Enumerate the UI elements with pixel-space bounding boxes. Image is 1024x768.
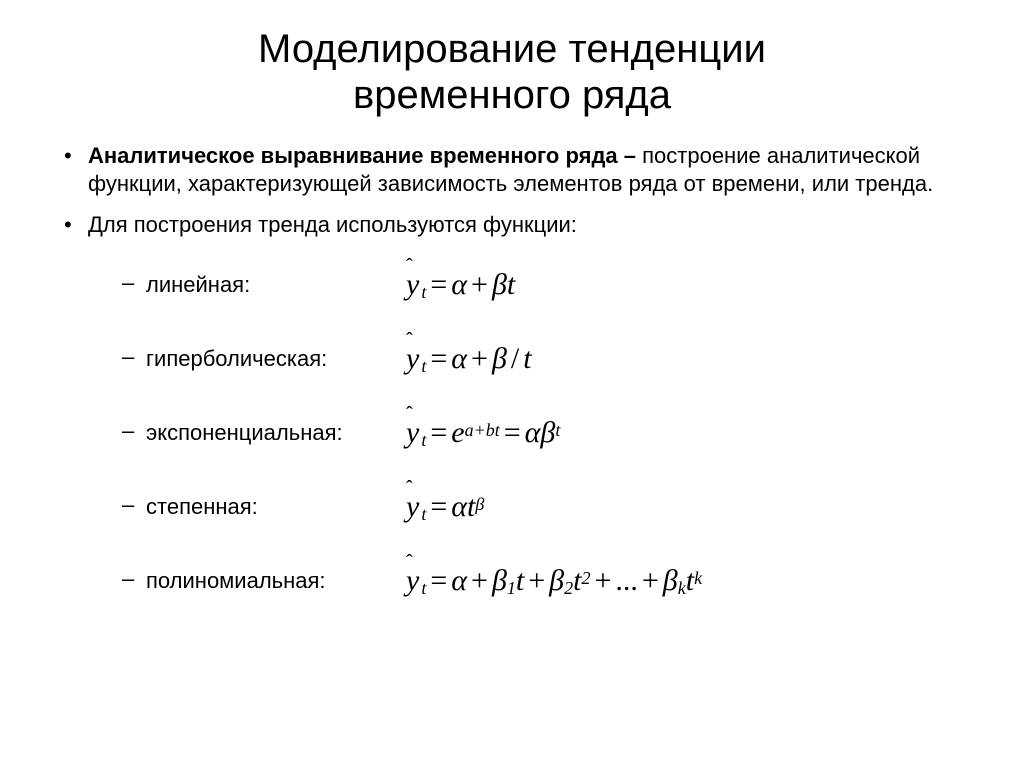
function-power: степенная: ˆyt = αtβ bbox=[118, 487, 976, 527]
title-line-1: Моделирование тенденции bbox=[258, 27, 766, 71]
linear-label: линейная: bbox=[146, 271, 406, 299]
exponential-label: экспоненциальная: bbox=[146, 419, 406, 447]
function-polynomial: полиномиальная: ˆyt = α+ β1t+ β2t2+ ...+… bbox=[118, 561, 976, 601]
linear-formula: ˆyt = α+βt bbox=[406, 266, 515, 304]
bullet-functions-intro: Для построения тренда используются функц… bbox=[58, 211, 976, 601]
bullet-definition: Аналитическое выравнивание временного ря… bbox=[58, 142, 976, 197]
body-list: Аналитическое выравнивание временного ря… bbox=[58, 142, 976, 601]
slide: Моделирование тенденции временного ряда … bbox=[0, 0, 1024, 768]
power-formula: ˆyt = αtβ bbox=[406, 488, 484, 526]
power-label: степенная: bbox=[146, 493, 406, 521]
function-hyperbolic: гиперболическая: ˆyt = α+β/t bbox=[118, 339, 976, 379]
slide-title: Моделирование тенденции временного ряда bbox=[48, 26, 976, 118]
hyperbolic-formula: ˆyt = α+β/t bbox=[406, 340, 532, 378]
function-exponential: экспоненциальная: ˆyt = ea+bt = αβt bbox=[118, 413, 976, 453]
function-linear: линейная: ˆyt = α+βt bbox=[118, 265, 976, 305]
definition-bold: Аналитическое выравнивание временного ря… bbox=[88, 143, 642, 168]
exponential-formula: ˆyt = ea+bt = αβt bbox=[406, 414, 560, 452]
functions-list: линейная: ˆyt = α+βt гиперболическая: ˆy… bbox=[118, 265, 976, 601]
functions-intro-text: Для построения тренда используются функц… bbox=[88, 212, 577, 237]
hyperbolic-label: гиперболическая: bbox=[146, 345, 406, 373]
polynomial-formula: ˆyt = α+ β1t+ β2t2+ ...+ βktk bbox=[406, 562, 702, 600]
title-line-2: временного ряда bbox=[353, 73, 671, 117]
polynomial-label: полиномиальная: bbox=[146, 567, 406, 595]
